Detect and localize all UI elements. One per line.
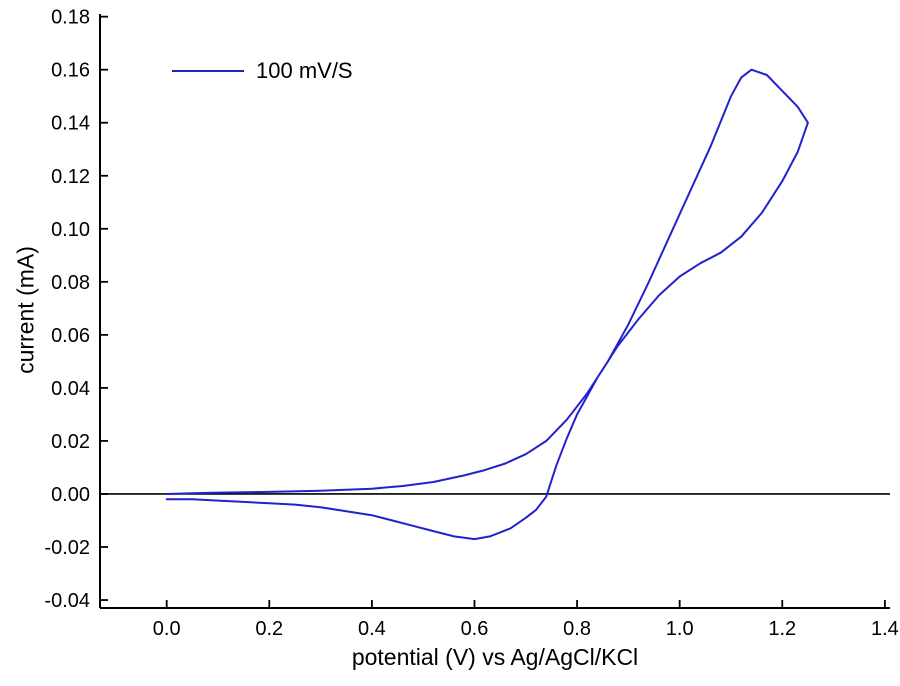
legend-label: 100 mV/S bbox=[256, 58, 353, 83]
x-tick-label: 0.6 bbox=[461, 618, 489, 640]
y-tick-label: -0.02 bbox=[44, 537, 90, 559]
y-tick-label: -0.04 bbox=[44, 590, 90, 612]
x-tick-label: 1.4 bbox=[871, 618, 899, 640]
y-tick-label: 0.14 bbox=[51, 113, 90, 135]
y-axis-title: current (mA) bbox=[12, 246, 39, 374]
x-tick-label: 1.0 bbox=[666, 618, 694, 640]
y-tick-label: 0.10 bbox=[51, 219, 90, 241]
legend: 100 mV/S bbox=[172, 58, 353, 84]
x-tick-label: 0.8 bbox=[563, 618, 591, 640]
cv-curve bbox=[165, 68, 809, 541]
x-tick-label: 1.2 bbox=[768, 618, 796, 640]
y-tick-label: 0.02 bbox=[51, 431, 90, 453]
y-tick-label: 0.18 bbox=[51, 7, 90, 29]
y-tick-label: 0.12 bbox=[51, 166, 90, 188]
y-tick-label: 0.06 bbox=[51, 325, 90, 347]
y-tick-label: 0.04 bbox=[51, 378, 90, 400]
y-tick-label: 0.16 bbox=[51, 60, 90, 82]
x-tick-label: 0.4 bbox=[358, 618, 386, 640]
y-tick-label: 0.00 bbox=[51, 484, 90, 506]
x-axis-title: potential (V) vs Ag/AgCl/KCl bbox=[351, 644, 639, 670]
y-tick-label: 0.08 bbox=[51, 272, 90, 294]
x-tick-label: 0.0 bbox=[153, 618, 181, 640]
legend-line-sample bbox=[172, 70, 244, 72]
x-tick-label: 0.2 bbox=[255, 618, 283, 640]
